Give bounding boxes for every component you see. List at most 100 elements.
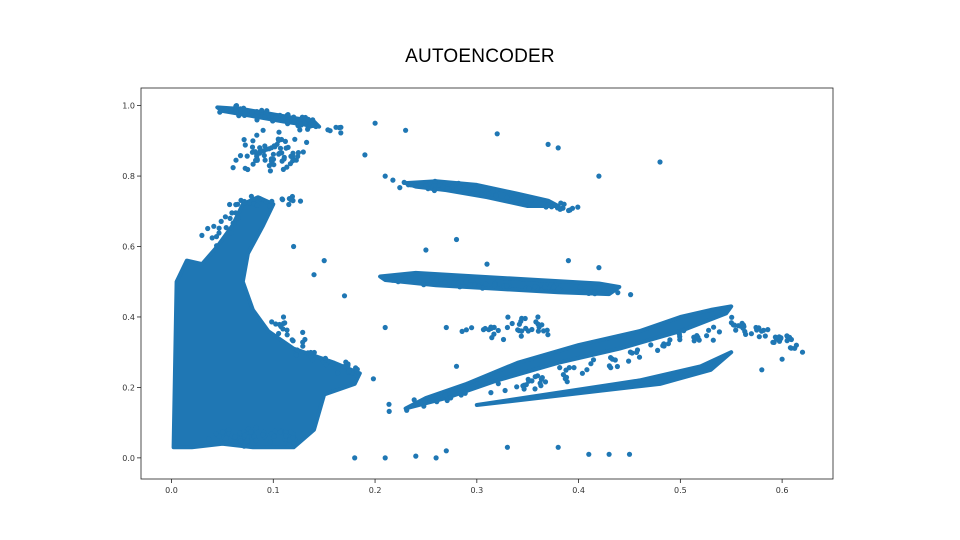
data-point xyxy=(213,431,219,437)
data-point xyxy=(771,339,777,345)
data-point xyxy=(440,184,446,190)
data-point xyxy=(217,109,223,115)
data-point xyxy=(519,328,525,334)
data-point xyxy=(491,282,498,289)
data-point xyxy=(242,200,248,206)
data-point xyxy=(504,283,510,289)
data-point xyxy=(389,277,396,283)
data-point xyxy=(338,130,344,136)
data-point xyxy=(300,329,306,335)
data-point xyxy=(431,187,437,194)
data-point xyxy=(237,153,244,159)
data-point xyxy=(254,202,260,208)
y-tick-label: 0.2 xyxy=(122,383,135,392)
data-point xyxy=(793,342,800,348)
data-point xyxy=(323,362,329,368)
data-point xyxy=(216,230,222,236)
data-point xyxy=(509,320,515,327)
data-point xyxy=(421,282,427,288)
data-point xyxy=(336,125,342,131)
data-point xyxy=(297,127,303,133)
data-point xyxy=(390,177,396,183)
data-point xyxy=(270,118,276,124)
data-point xyxy=(233,157,239,163)
data-point xyxy=(397,185,403,191)
x-tick-label: 0.1 xyxy=(267,486,280,495)
data-point xyxy=(510,195,517,201)
data-point xyxy=(403,127,409,133)
data-point xyxy=(537,380,543,386)
data-point xyxy=(779,356,785,362)
data-point xyxy=(495,381,501,387)
data-point xyxy=(542,284,548,290)
x-axis: 0.0 0.1 0.2 0.3 0.4 0.5 0.6 xyxy=(165,479,788,495)
data-point xyxy=(246,200,253,206)
data-point xyxy=(386,401,392,407)
data-point xyxy=(235,201,241,207)
data-point xyxy=(458,392,464,398)
data-point xyxy=(665,341,672,347)
data-point xyxy=(555,444,561,450)
data-point xyxy=(218,218,224,224)
data-point xyxy=(251,149,257,155)
data-point xyxy=(586,451,592,457)
data-point xyxy=(596,265,602,271)
data-point xyxy=(329,361,336,367)
data-point xyxy=(253,437,259,444)
data-point xyxy=(610,288,616,294)
data-point xyxy=(500,336,507,343)
data-point xyxy=(261,152,267,159)
data-point xyxy=(421,403,427,409)
data-point xyxy=(465,384,471,390)
dense-point-cluster xyxy=(474,350,734,407)
data-point xyxy=(242,432,248,438)
data-point xyxy=(514,367,521,373)
data-point xyxy=(571,365,577,371)
data-point xyxy=(425,186,431,192)
data-point xyxy=(495,327,501,334)
data-point xyxy=(294,347,300,353)
data-point xyxy=(271,433,277,439)
data-point xyxy=(286,201,292,208)
data-point xyxy=(469,325,475,331)
data-point xyxy=(262,157,268,163)
data-point xyxy=(233,109,239,115)
data-point xyxy=(241,443,247,449)
data-point xyxy=(695,334,701,340)
data-point xyxy=(784,338,790,344)
data-point xyxy=(254,117,260,123)
data-point xyxy=(504,324,510,331)
data-point xyxy=(542,379,549,385)
data-point xyxy=(284,332,290,338)
data-point xyxy=(254,109,260,115)
data-point xyxy=(276,129,282,135)
data-point xyxy=(590,357,597,363)
data-point xyxy=(235,215,241,221)
data-point xyxy=(799,349,806,355)
data-point xyxy=(292,136,298,142)
data-point xyxy=(483,281,489,287)
data-point xyxy=(416,278,422,285)
data-point xyxy=(788,345,794,351)
dense-point-cluster xyxy=(403,304,734,411)
data-point xyxy=(293,352,299,358)
data-point xyxy=(761,327,767,333)
data-point xyxy=(266,146,272,152)
data-point xyxy=(493,192,499,199)
data-point xyxy=(484,261,490,267)
data-point xyxy=(211,223,217,229)
data-point xyxy=(606,363,613,369)
data-point xyxy=(277,145,284,151)
data-point xyxy=(730,322,736,328)
data-point xyxy=(283,145,289,151)
data-point xyxy=(655,347,661,353)
data-point xyxy=(626,451,633,457)
data-point xyxy=(286,441,292,447)
data-point xyxy=(223,435,229,441)
data-point xyxy=(284,327,290,333)
data-point xyxy=(273,115,279,121)
data-point xyxy=(504,444,510,450)
data-point xyxy=(584,367,590,373)
data-point xyxy=(474,191,480,197)
data-point xyxy=(284,164,290,170)
